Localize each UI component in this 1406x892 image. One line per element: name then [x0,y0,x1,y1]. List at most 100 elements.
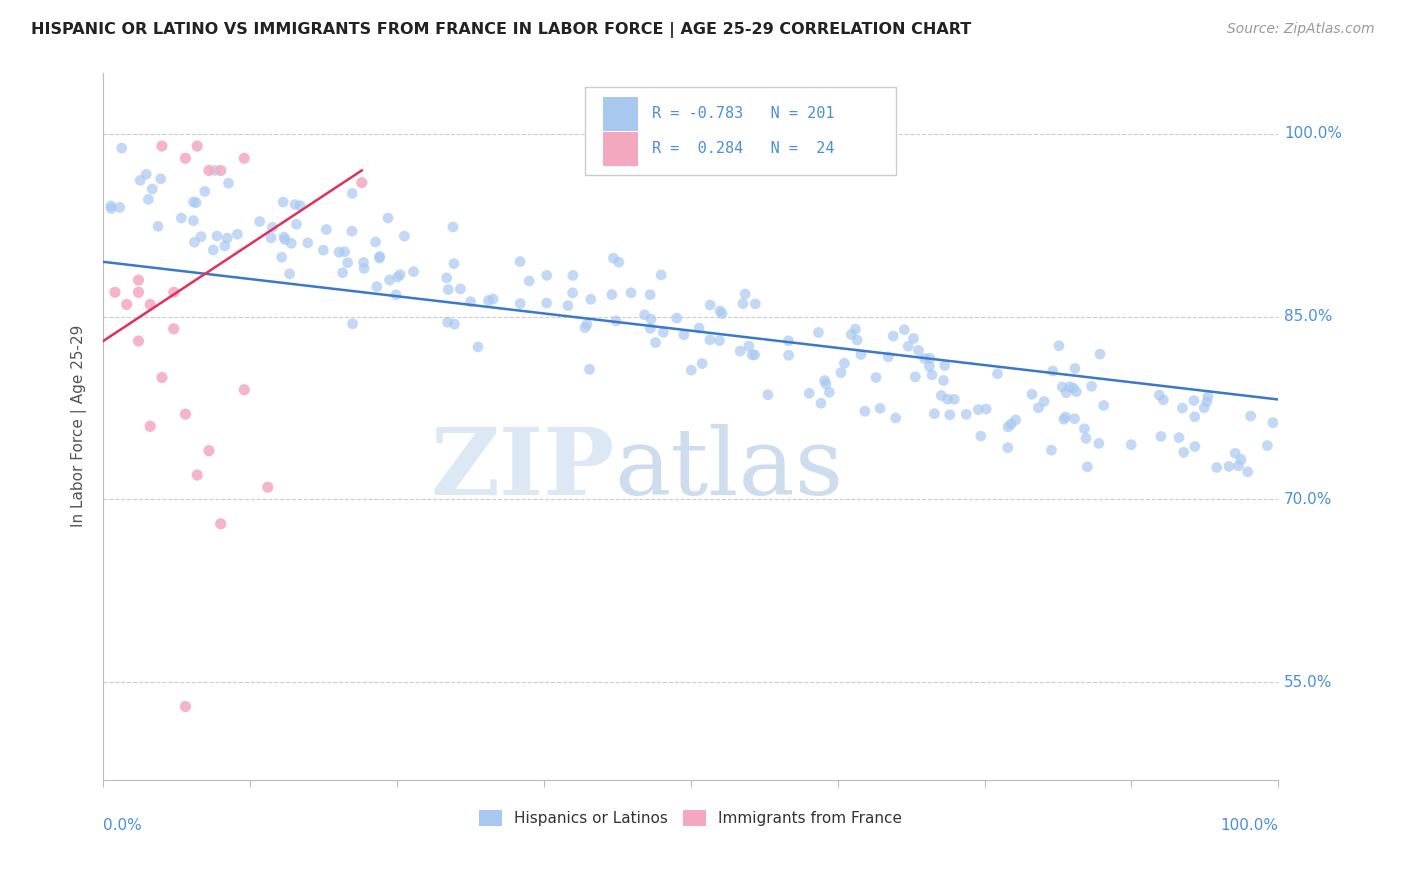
Point [1192,401,1215,415]
Point [1088,347,1111,361]
Point [1184,440,1206,454]
Point [741,348,763,362]
Point [907,343,929,358]
Point [839,327,862,342]
Point [699,298,721,312]
Point [285,217,308,231]
Point [921,368,943,382]
Point [1184,409,1206,424]
Point [813,374,835,388]
Point [436,271,458,285]
Point [1059,380,1081,394]
Text: ZIP: ZIP [430,424,614,514]
Point [217,231,239,245]
Point [1261,416,1284,430]
Point [437,283,460,297]
Point [280,236,302,251]
Point [681,363,703,377]
Point [1236,465,1258,479]
Point [1000,417,1022,431]
Point [249,214,271,228]
Point [970,429,993,443]
Point [467,340,489,354]
Point [778,348,800,362]
Point [574,320,596,334]
Text: atlas: atlas [614,424,844,514]
Point [146,219,169,234]
Point [183,194,205,209]
Point [214,239,236,253]
Point [233,151,256,165]
Point [1047,339,1070,353]
Point [353,255,375,269]
Point [728,344,751,359]
Point [202,243,225,257]
Point [274,233,297,247]
Point [904,369,927,384]
Point [561,285,583,300]
Point [443,257,465,271]
Point [834,356,856,370]
Text: 85.0%: 85.0% [1284,310,1333,324]
Point [1073,422,1095,436]
Point [844,322,866,336]
Point [198,163,221,178]
Point [1168,431,1191,445]
Point [183,235,205,250]
Point [336,255,359,269]
Point [509,296,531,310]
Point [353,261,375,276]
Point [734,287,756,301]
Point [884,411,907,425]
Point [1004,413,1026,427]
Point [814,376,837,391]
Point [333,244,356,259]
Point [141,182,163,196]
Point [163,322,186,336]
Point [967,402,990,417]
Point [690,357,713,371]
Text: 100.0%: 100.0% [1220,819,1278,833]
Point [328,245,350,260]
Point [1152,392,1174,407]
Text: 100.0%: 100.0% [1284,127,1343,142]
FancyBboxPatch shape [585,87,897,176]
Point [1074,431,1097,445]
Point [903,331,925,345]
Point [579,293,602,307]
Point [997,420,1019,434]
Text: 55.0%: 55.0% [1284,674,1333,690]
Point [1195,395,1218,409]
Point [517,274,540,288]
Point [936,392,959,406]
Point [578,362,600,376]
Text: 70.0%: 70.0% [1284,491,1333,507]
Point [699,333,721,347]
Point [557,299,579,313]
Point [194,185,217,199]
Point [377,211,399,225]
Point [620,285,643,300]
Point [174,407,197,421]
Point [111,141,134,155]
Point [778,334,800,348]
Point [575,318,598,332]
Point [449,282,471,296]
Point [1064,361,1087,376]
Point [218,176,240,190]
Point [846,333,869,347]
Point [865,370,887,384]
Text: Source: ZipAtlas.com: Source: ZipAtlas.com [1227,22,1375,37]
Point [536,296,558,310]
Point [1052,380,1074,394]
Point [650,268,672,282]
Point [184,195,207,210]
Text: HISPANIC OR LATINO VS IMMIGRANTS FROM FRANCE IN LABOR FORCE | AGE 25-29 CORRELAT: HISPANIC OR LATINO VS IMMIGRANTS FROM FR… [31,22,972,38]
Point [198,443,221,458]
Point [638,321,661,335]
Point [1053,412,1076,426]
Point [460,294,482,309]
Point [260,231,283,245]
Point [607,255,630,269]
Point [509,254,531,268]
